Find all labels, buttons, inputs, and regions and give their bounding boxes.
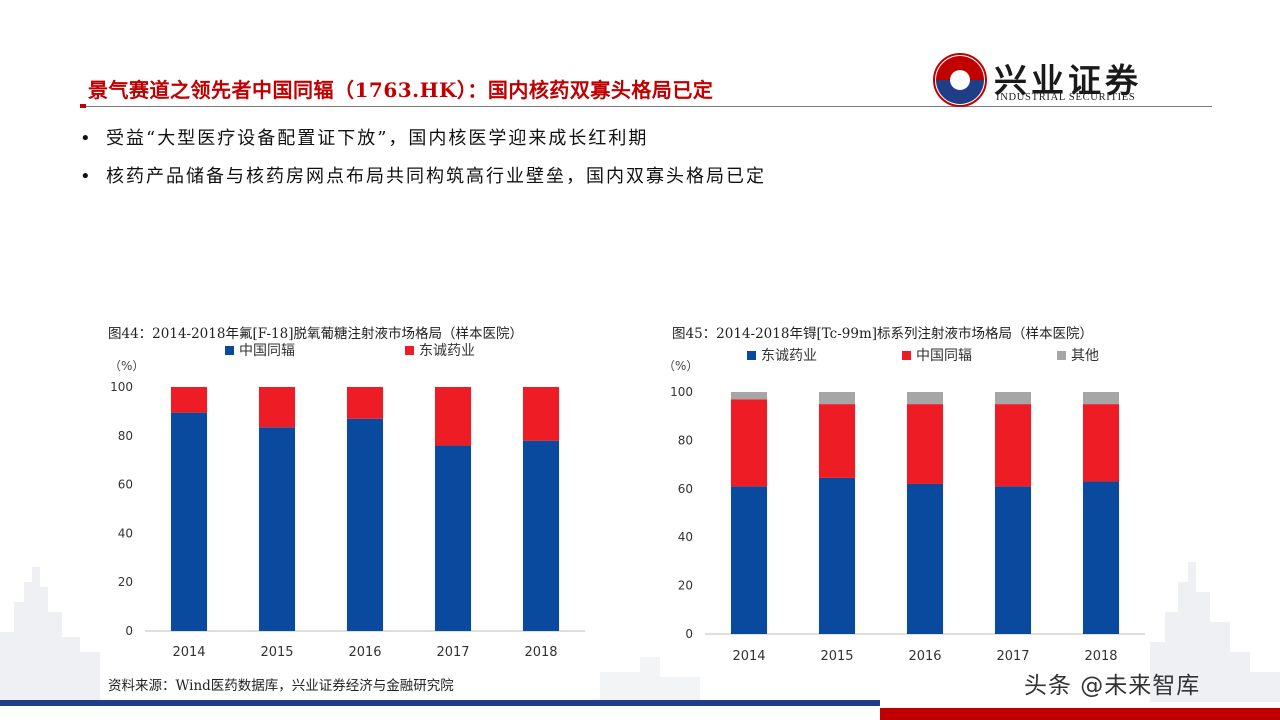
bar-segment: [522, 440, 560, 631]
y-tick-label: 40: [678, 530, 693, 544]
legend-label: 中国同辐: [239, 343, 295, 359]
y-tick-label: 100: [110, 380, 133, 394]
y-unit-label: （%）: [109, 359, 144, 373]
y-tick-label: 60: [118, 478, 133, 492]
x-tick-label: 2015: [820, 649, 853, 664]
y-unit-label: （%）: [663, 359, 698, 373]
x-tick-label: 2018: [524, 645, 557, 660]
footer-blue-bar: [0, 700, 880, 706]
bullet-item: 核药产品储备与核药房网点布局共同构筑高行业壁垒，国内双寡头格局已定: [80, 162, 766, 188]
legend-swatch: [225, 346, 234, 355]
bar-segment: [346, 387, 384, 419]
footer-strip: [0, 706, 880, 720]
x-tick-label: 2015: [260, 645, 293, 660]
y-tick-label: 80: [678, 433, 693, 447]
chart-44: （%） 中国同辐 东诚药业 0 20 40 60 80 100 2014 2015 2016 2017 2…: [109, 343, 585, 660]
source-note: 资料来源：Wind医药数据库，兴业证券经济与金融研究院: [108, 678, 454, 694]
bullet-list: 受益“大型医疗设备配置证下放”，国内核医学迎来成长红利期 核药产品储备与核药房网…: [80, 124, 766, 200]
watermark-text: 头条 @未来智库: [1024, 673, 1201, 699]
legend-swatch: [1057, 351, 1066, 360]
bar-segment: [170, 387, 208, 413]
footer-red-bar: [880, 708, 1280, 720]
legend-swatch: [902, 351, 911, 360]
bar-segment: [994, 404, 1032, 487]
y-tick-label: 60: [678, 482, 693, 496]
bar-segment: [346, 418, 384, 631]
bar-segment: [1082, 404, 1120, 482]
bar-segment: [818, 392, 856, 405]
bar-segment: [906, 404, 944, 484]
bar-segment: [818, 477, 856, 634]
company-logo: 兴业证券 INDUSTRIAL SECURITIES: [932, 48, 1192, 112]
y-tick-label: 0: [685, 627, 693, 641]
bar-segment: [994, 486, 1032, 634]
bar-segment: [258, 427, 296, 631]
bar-segment: [258, 387, 296, 428]
x-tick-label: 2016: [348, 645, 381, 660]
chart-44-caption: 图44：2014-2018年氟[F-18]脱氧葡糖注射液市场格局（样本医院）: [108, 326, 523, 342]
logo-chinese-text: 兴业证券: [994, 61, 1142, 100]
chart-45-caption: 图45：2014-2018年锝[Tc-99m]标系列注射液市场格局（样本医院）: [672, 326, 1094, 342]
chart-45: （%） 东诚药业 中国同辐 其他 0 20 40 60 80 100 2014 2015 2016 201…: [663, 348, 1145, 664]
y-tick-label: 0: [125, 624, 133, 638]
x-tick-label: 2017: [996, 649, 1029, 664]
city-skyline-background: [0, 562, 1280, 702]
bar-segment: [906, 392, 944, 405]
bar-segment: [434, 445, 472, 631]
bullet-item: 受益“大型医疗设备配置证下放”，国内核医学迎来成长红利期: [80, 124, 766, 150]
legend-swatch: [405, 346, 414, 355]
x-tick-label: 2017: [436, 645, 469, 660]
legend-label: 其他: [1071, 348, 1099, 364]
bar-segment: [1082, 481, 1120, 634]
y-tick-label: 20: [678, 579, 693, 593]
y-tick-label: 80: [118, 429, 133, 443]
bar-segment: [730, 486, 768, 634]
x-tick-label: 2014: [172, 645, 205, 660]
bar-segment: [434, 387, 472, 446]
page-title: 景气赛道之领先者中国同辐（1763.HK）：国内核药双寡头格局已定: [88, 78, 714, 102]
bar-segment: [994, 392, 1032, 405]
logo-emblem-icon: [933, 53, 987, 107]
bar-segment: [818, 404, 856, 478]
bar-segment: [906, 483, 944, 634]
x-tick-label: 2014: [732, 649, 765, 664]
bar-segment: [1082, 392, 1120, 405]
legend-label: 中国同辐: [916, 348, 972, 364]
bar-segment: [170, 412, 208, 631]
x-tick-label: 2018: [1084, 649, 1117, 664]
bar-segment: [730, 392, 768, 400]
title-accent-mark: [80, 104, 86, 108]
x-tick-label: 2016: [908, 649, 941, 664]
y-tick-label: 40: [118, 526, 133, 540]
logo-english-text: INDUSTRIAL SECURITIES: [996, 92, 1136, 103]
title-divider: [80, 106, 1212, 107]
bar-segment: [522, 387, 560, 441]
legend-label: 东诚药业: [761, 348, 817, 364]
legend-swatch: [747, 351, 756, 360]
y-tick-label: 100: [670, 385, 693, 399]
y-tick-label: 20: [118, 575, 133, 589]
bar-segment: [730, 399, 768, 487]
legend-label: 东诚药业: [419, 343, 475, 359]
